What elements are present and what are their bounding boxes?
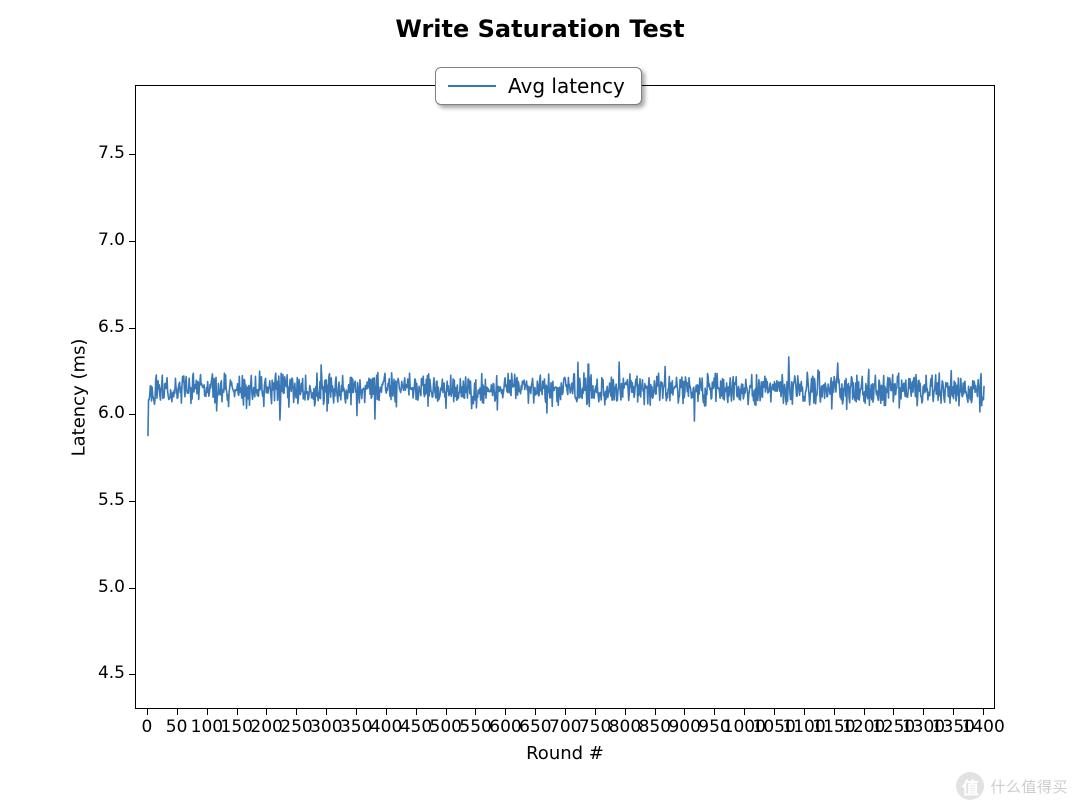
x-tick [296, 709, 297, 715]
x-tick [565, 709, 566, 715]
latency-line-series [136, 86, 996, 710]
x-tick [774, 709, 775, 715]
x-tick-label: 900 [668, 717, 700, 737]
y-tick-label: 6.5 [85, 317, 125, 337]
x-tick-label: 1400 [962, 717, 1005, 737]
x-tick-label: 650 [519, 717, 551, 737]
x-tick [416, 709, 417, 715]
plot-area [135, 85, 995, 709]
chart-container: Write Saturation Test Avg latency Latenc… [0, 0, 1080, 810]
x-tick [595, 709, 596, 715]
avg-latency-path [148, 357, 984, 436]
legend-line-sample [448, 85, 496, 88]
x-tick-label: 150 [221, 717, 253, 737]
x-tick-label: 400 [370, 717, 402, 737]
watermark-icon: 值 [956, 772, 984, 800]
x-tick [953, 709, 954, 715]
x-tick [983, 709, 984, 715]
x-tick [475, 709, 476, 715]
x-tick [864, 709, 865, 715]
chart-title: Write Saturation Test [0, 15, 1080, 43]
x-tick-label: 50 [166, 717, 188, 737]
x-tick [655, 709, 656, 715]
x-tick-label: 100 [191, 717, 223, 737]
x-tick [893, 709, 894, 715]
y-tick [129, 241, 135, 242]
y-tick [129, 501, 135, 502]
x-tick-label: 250 [280, 717, 312, 737]
x-tick-label: 500 [430, 717, 462, 737]
x-tick [625, 709, 626, 715]
y-tick [129, 414, 135, 415]
watermark-text: 什么值得买 [990, 776, 1068, 797]
chart-legend: Avg latency [435, 67, 642, 105]
y-tick-label: 6.0 [85, 403, 125, 423]
x-tick-label: 300 [310, 717, 342, 737]
x-tick-label: 0 [141, 717, 152, 737]
y-tick [129, 154, 135, 155]
y-tick [129, 674, 135, 675]
y-tick-label: 7.5 [85, 143, 125, 163]
y-tick [129, 588, 135, 589]
x-tick [207, 709, 208, 715]
x-tick [446, 709, 447, 715]
x-tick-label: 350 [340, 717, 372, 737]
x-tick [535, 709, 536, 715]
x-tick [714, 709, 715, 715]
y-tick-label: 4.5 [85, 663, 125, 683]
y-tick-label: 5.5 [85, 490, 125, 510]
x-tick [505, 709, 506, 715]
x-tick-label: 800 [609, 717, 641, 737]
x-tick [177, 709, 178, 715]
y-tick-label: 5.0 [85, 577, 125, 597]
x-tick [326, 709, 327, 715]
y-tick [129, 328, 135, 329]
x-tick-label: 550 [459, 717, 491, 737]
watermark: 值 什么值得买 [956, 772, 1068, 800]
y-tick-label: 7.0 [85, 230, 125, 250]
x-tick [834, 709, 835, 715]
x-tick [804, 709, 805, 715]
x-tick-label: 750 [579, 717, 611, 737]
x-tick [356, 709, 357, 715]
x-tick [237, 709, 238, 715]
x-tick-label: 200 [250, 717, 282, 737]
x-tick-label: 700 [549, 717, 581, 737]
x-tick [386, 709, 387, 715]
x-tick [266, 709, 267, 715]
x-tick [147, 709, 148, 715]
x-tick [684, 709, 685, 715]
x-tick-label: 600 [489, 717, 521, 737]
y-axis-label: Latency (ms) [68, 339, 89, 457]
x-tick-label: 450 [400, 717, 432, 737]
legend-label: Avg latency [508, 74, 625, 98]
x-tick [744, 709, 745, 715]
x-axis-label: Round # [135, 743, 995, 764]
x-tick-label: 850 [639, 717, 671, 737]
x-tick [923, 709, 924, 715]
